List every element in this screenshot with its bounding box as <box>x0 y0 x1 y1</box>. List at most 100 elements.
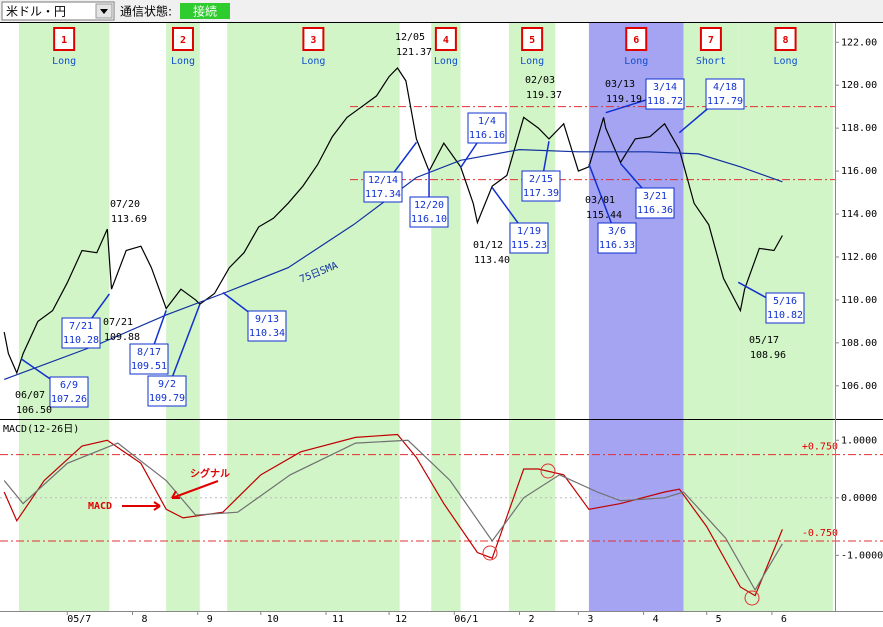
callout-value: 110.34 <box>249 328 285 339</box>
x-tick-label: 5 <box>716 614 722 625</box>
period-band <box>588 23 684 611</box>
callout-value: 109.79 <box>149 393 185 404</box>
extreme-date: 02/03 <box>525 75 555 86</box>
extreme-value: 121.37 <box>396 47 432 58</box>
callout-date: 2/15 <box>529 174 553 185</box>
callout-box <box>521 170 561 202</box>
callout-value: 118.72 <box>647 96 683 107</box>
period-number-box <box>774 27 797 51</box>
macd-name: MACD <box>88 501 112 512</box>
y-tick-label: 118.00 <box>841 123 877 134</box>
callout-value: 110.82 <box>767 310 803 321</box>
callout-value: 117.79 <box>707 96 743 107</box>
extreme-value: 109.88 <box>104 332 140 343</box>
extreme-date: 03/13 <box>605 79 635 90</box>
x-tick-label: 3 <box>587 614 593 625</box>
callout-date: 3/14 <box>653 82 677 93</box>
macd-arrow <box>122 501 161 511</box>
period-number-box <box>521 27 544 51</box>
callout-value: 116.10 <box>411 214 447 225</box>
y-tick-label: 108.00 <box>841 338 877 349</box>
callout-box <box>363 171 403 203</box>
y-tick-label: 112.00 <box>841 252 877 263</box>
period-number: 1 <box>61 35 67 46</box>
callout-value: 109.51 <box>131 361 167 372</box>
extreme-value: 119.37 <box>526 90 562 101</box>
signal-name: シグナル <box>190 467 230 480</box>
macd-line <box>3 439 783 592</box>
period-number: 6 <box>633 35 639 46</box>
period-label: Long <box>171 56 195 67</box>
x-tick-label: 8 <box>141 614 147 625</box>
x-tick-label: 05/7 <box>67 614 91 625</box>
extreme-value: 113.40 <box>474 255 510 266</box>
extreme-value: 119.19 <box>606 94 642 105</box>
period-label: Long <box>52 56 76 67</box>
callout-box <box>409 196 449 228</box>
callout-value: 117.34 <box>365 189 401 200</box>
callout-date: 1/19 <box>517 226 541 237</box>
x-tick-label: 4 <box>653 614 659 625</box>
extreme-date: 03/01 <box>585 195 615 206</box>
y-tick-label: 114.00 <box>841 209 877 220</box>
period-label: Long <box>434 56 458 67</box>
callout-date: 7/21 <box>69 321 93 332</box>
callout-date: 5/16 <box>773 296 797 307</box>
callout-date: 8/17 <box>137 347 161 358</box>
period-number-box <box>699 27 722 51</box>
callout-box <box>705 78 745 110</box>
y-tick-label: 1.0000 <box>841 435 877 446</box>
y-tick-label: 122.00 <box>841 37 877 48</box>
price-line <box>3 148 783 380</box>
callout-box <box>635 187 675 219</box>
callout-value: 116.36 <box>637 205 673 216</box>
callout-date: 4/18 <box>713 82 737 93</box>
macd-level-label: +0.750 <box>802 442 838 453</box>
status-box <box>180 3 230 19</box>
extreme-value: 106.50 <box>16 405 52 416</box>
callout-box <box>49 376 89 408</box>
extreme-date: 06/07 <box>15 390 45 401</box>
macd-level-label: -0.750 <box>802 528 838 539</box>
callout-value: 110.28 <box>63 335 99 346</box>
extreme-date: 05/17 <box>749 335 779 346</box>
period-number-box <box>53 27 76 51</box>
callout-box <box>147 375 187 407</box>
y-tick-label: 120.00 <box>841 80 877 91</box>
callout-value: 115.23 <box>511 240 547 251</box>
plot: 1 Long 2 Long 3 Long 4 Long 5 Long 6 Long 7 Short 8 Lon… <box>0 27 883 625</box>
period-band <box>18 23 110 611</box>
y-tick-label: 110.00 <box>841 295 877 306</box>
callout-date: 1/4 <box>478 116 496 127</box>
callout-value: 116.33 <box>599 240 635 251</box>
period-label: Long <box>301 56 325 67</box>
period-number-box <box>302 27 325 51</box>
period-band <box>431 23 461 611</box>
x-tick-label: 12 <box>395 614 407 625</box>
extreme-value: 108.96 <box>750 350 786 361</box>
callout-box <box>509 222 549 254</box>
callout-box <box>61 317 101 349</box>
callout-box <box>247 310 287 342</box>
x-tick-label: 6 <box>781 614 787 625</box>
callout-date: 9/13 <box>255 314 279 325</box>
price-line <box>3 67 783 375</box>
y-tick-label: 0.0000 <box>841 493 877 504</box>
signal-circle <box>540 463 556 479</box>
period-label: Long <box>624 56 648 67</box>
callout-date: 6/9 <box>60 380 78 391</box>
y-tick-label: 106.00 <box>841 381 877 392</box>
callout-box <box>129 343 169 375</box>
period-number-box <box>625 27 648 51</box>
period-label: Long <box>774 56 798 67</box>
callout-value: 116.16 <box>469 130 505 141</box>
extreme-value: 113.69 <box>111 214 147 225</box>
period-number: 3 <box>310 35 316 46</box>
period-number: 8 <box>783 35 789 46</box>
signal-circle <box>482 545 498 561</box>
x-tick-label: 10 <box>267 614 279 625</box>
callout-value: 107.26 <box>51 394 87 405</box>
pair-select[interactable] <box>1 1 115 21</box>
extreme-value: 115.44 <box>586 210 622 221</box>
status-text: 接続 <box>193 4 217 19</box>
